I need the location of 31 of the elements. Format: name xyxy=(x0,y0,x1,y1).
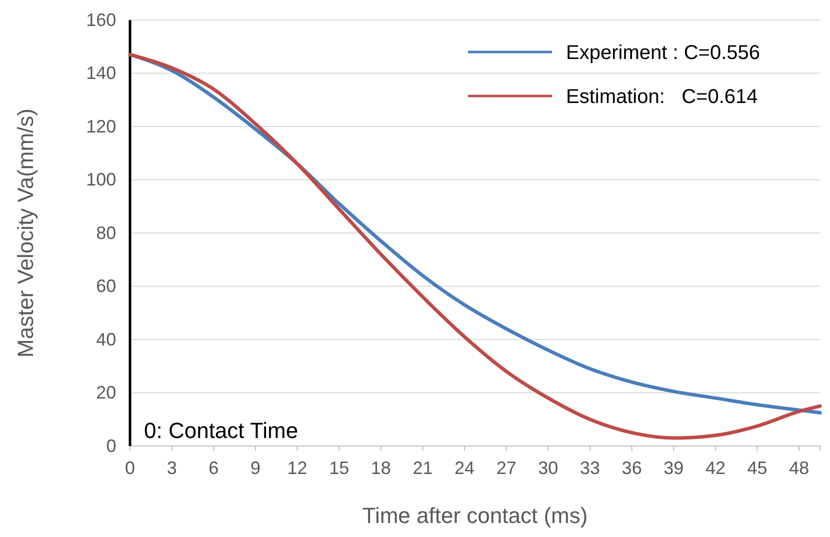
x-tick-label: 18 xyxy=(370,458,391,478)
y-tick-label: 20 xyxy=(96,382,116,403)
x-tick-label: 3 xyxy=(166,458,177,478)
y-tick-label: 40 xyxy=(96,329,116,350)
x-tick-label: 45 xyxy=(747,458,768,478)
y-tick-label: 160 xyxy=(86,10,116,30)
x-tick-label: 48 xyxy=(789,458,810,478)
x-tick-label: 12 xyxy=(287,458,308,478)
x-tick-label: 0 xyxy=(124,458,136,478)
y-tick-label: 100 xyxy=(86,170,116,190)
x-axis-title: Time after contact (ms) xyxy=(362,503,588,528)
x-tick-label: 21 xyxy=(412,458,433,478)
y-tick-label: 120 xyxy=(86,116,116,136)
y-tick-label: 60 xyxy=(96,276,116,296)
y-tick-label: 140 xyxy=(86,63,116,84)
legend-label: Estimation: C=0.614 xyxy=(566,86,758,108)
y-axis-title: Master Velocity Va(mm/s) xyxy=(13,108,38,358)
annotation: 0: Contact Time xyxy=(144,418,298,443)
x-tick-label: 15 xyxy=(329,458,350,478)
x-tick-label: 39 xyxy=(664,458,684,478)
y-tick-label: 80 xyxy=(96,222,116,243)
y-tick-label: 0 xyxy=(106,436,116,456)
x-tick-label: 9 xyxy=(250,458,260,478)
x-tick-label: 42 xyxy=(705,458,726,478)
x-tick-label: 27 xyxy=(496,458,516,478)
x-tick-label: 6 xyxy=(208,458,219,478)
legend-label: Experiment : C=0.556 xyxy=(566,42,760,64)
x-tick-label: 24 xyxy=(454,458,475,478)
x-tick-label: 33 xyxy=(580,458,600,478)
x-tick-label: 36 xyxy=(622,458,642,478)
x-tick-label: 30 xyxy=(538,458,558,478)
